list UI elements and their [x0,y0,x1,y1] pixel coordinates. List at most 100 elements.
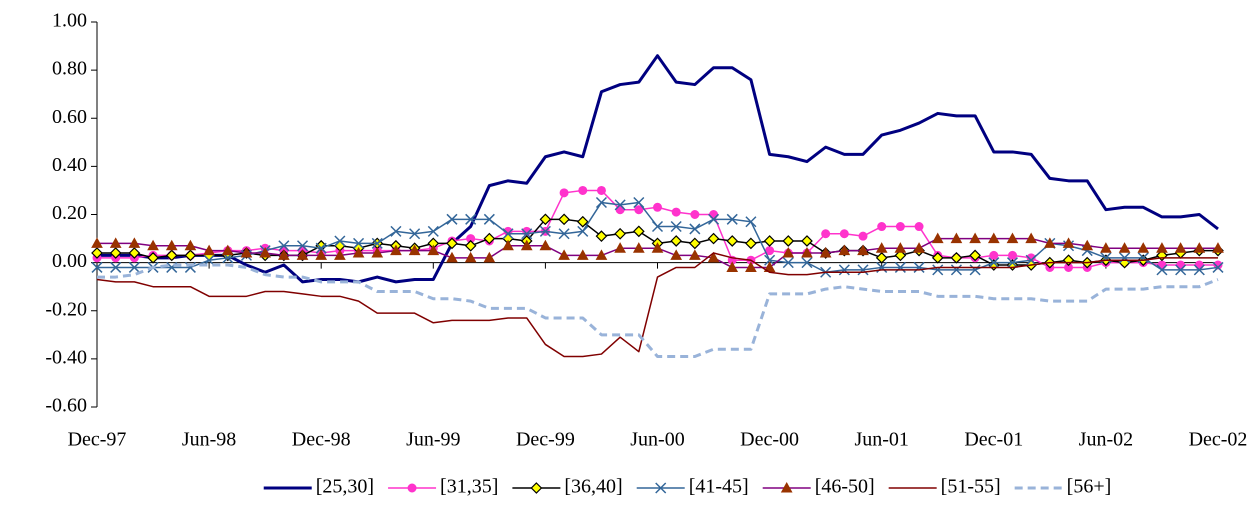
legend-label: [36,40] [564,476,622,498]
point [726,213,738,225]
legend-label: [46-50] [815,476,875,498]
point [670,249,683,260]
point [278,240,290,252]
point [407,483,417,493]
point [91,237,103,248]
point [614,199,626,211]
point [502,239,514,251]
legend-item: [31,35] [388,476,498,498]
point [931,232,944,244]
point [689,223,701,235]
point [838,264,850,276]
point [427,244,440,256]
point [576,249,589,260]
point [203,244,215,256]
point [707,251,720,263]
x-tick-label: Dec-00 [740,429,799,451]
y-tick-label: 0.60 [52,106,87,128]
point [446,237,458,250]
legend-item: [25,30] [263,476,374,498]
legend-item: [41-45] [636,476,749,498]
x-tick-label: Jun-98 [182,429,236,451]
point [390,244,402,256]
point [671,207,681,217]
point [1081,239,1094,251]
point [595,249,608,260]
point [502,228,514,240]
legend-label: [56+] [1067,476,1112,498]
point [558,228,570,240]
point [1137,252,1149,264]
point [1044,237,1056,248]
series [97,54,1219,284]
point [634,205,644,215]
point [969,232,981,244]
series [92,185,1223,272]
legend-label: [31,35] [440,476,498,498]
point [819,246,832,258]
point [1006,232,1019,244]
point [530,482,543,494]
point [110,261,122,273]
point [427,225,439,237]
point [651,242,664,253]
legend-item: [46-50] [762,476,875,498]
point [483,251,496,263]
point [1212,261,1224,273]
point [726,235,739,247]
point [221,244,234,256]
point [184,249,197,262]
point [875,242,888,253]
point [1174,242,1187,253]
point [857,264,869,276]
point [334,249,346,260]
point [651,221,664,233]
point [408,244,421,256]
y-tick-label: 0.40 [52,154,87,176]
point [539,213,552,226]
point [596,185,606,195]
point [782,246,795,258]
point [464,251,477,263]
point [446,251,458,263]
point [894,249,907,262]
legend-item: [56+] [1014,476,1112,498]
point [913,261,925,273]
point [913,242,925,253]
y-tick-label: -0.60 [45,395,87,417]
point [1118,242,1131,253]
point [595,196,607,208]
point [165,239,178,251]
point [1025,232,1038,244]
point [128,237,141,248]
x-tick-label: Dec-01 [964,429,1023,451]
point [689,249,701,260]
point [109,237,122,248]
y-tick-label: -0.20 [45,298,87,320]
point [801,246,813,258]
point [969,264,981,276]
point [277,249,290,260]
point [315,242,327,254]
y-tick-label: -0.40 [45,346,87,368]
point [821,229,831,239]
point [315,239,328,252]
x-tick-label: Jun-00 [630,429,684,451]
point [1006,257,1019,269]
y-tick-label: 1.00 [52,10,87,32]
point [745,237,757,250]
point [894,261,906,273]
point [632,242,645,253]
series-line [97,263,1219,358]
point [745,216,757,228]
point [296,249,309,260]
point [371,237,383,249]
point [353,237,365,249]
y-tick-label: 0.80 [52,58,87,80]
point [259,246,271,258]
point [614,227,626,240]
point [576,215,589,228]
point [1193,242,1206,253]
